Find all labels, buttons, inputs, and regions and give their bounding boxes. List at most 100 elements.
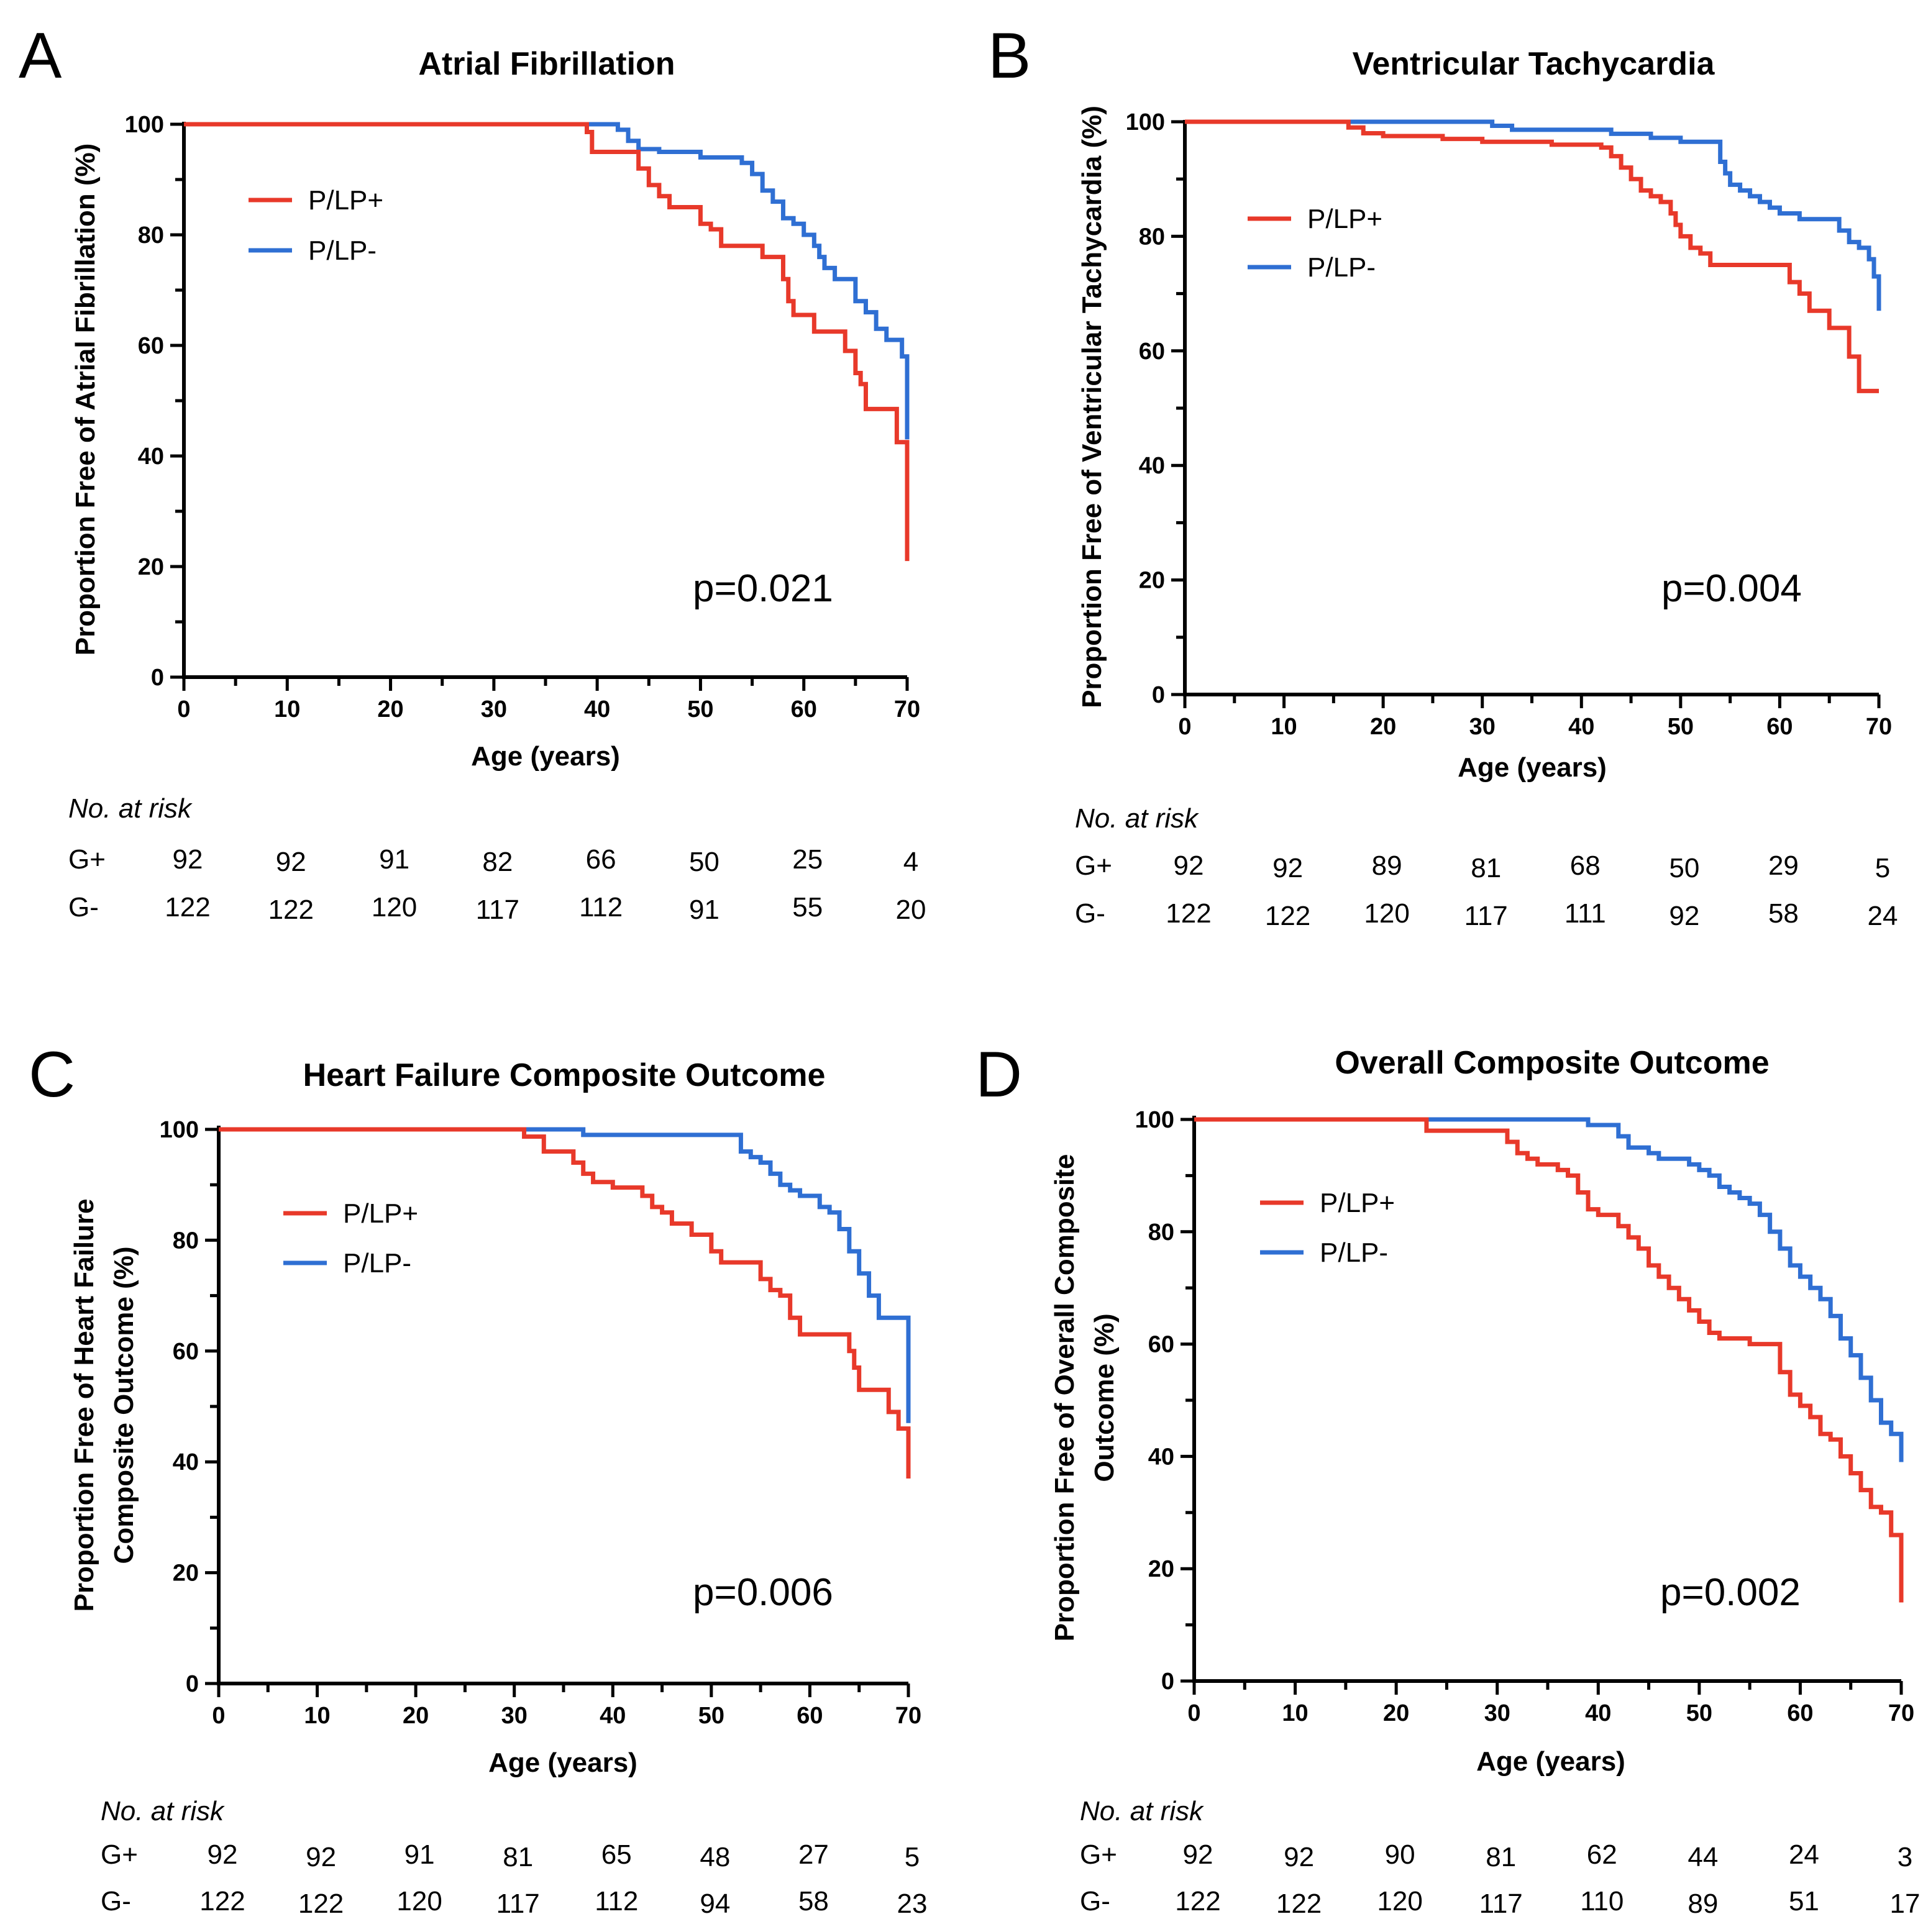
risk-value: 92	[276, 847, 306, 877]
risk-values: 92 92 91 81 65 48 27 5 122 122 120 117 112 94 58 23	[199, 1839, 927, 1919]
legend-label-p-lp-negative: P/LP-	[1307, 252, 1376, 283]
panel-letter: A	[19, 20, 62, 92]
risk-value: 122	[199, 1886, 245, 1916]
risk-value: 81	[1486, 1842, 1516, 1872]
risk-value: 50	[689, 847, 719, 877]
risk-table: No. at risk G+ G- 92 92 89 81 68 50 29 5 122 122 1…	[1075, 803, 1898, 931]
y-axis-label: Proportion Free of Ventricular Tachycard…	[1077, 106, 1107, 708]
risk-value: 92	[306, 1842, 336, 1872]
y-tick-label: 80	[173, 1228, 199, 1254]
panel-letter: C	[29, 1039, 75, 1111]
legend: P/LP+ P/LP-	[1248, 204, 1382, 283]
risk-value: 66	[586, 844, 616, 875]
risk-value: 122	[298, 1889, 344, 1919]
y-tick-label: 20	[1148, 1556, 1174, 1582]
x-ticks: 0 10 20 30 40 50 60 70	[1178, 695, 1892, 740]
x-axis-label: Age (years)	[471, 741, 620, 772]
y-tick-label: 40	[173, 1449, 199, 1475]
risk-value: 112	[595, 1886, 638, 1916]
risk-value: 65	[601, 1839, 632, 1870]
km-curve-p-lp-positive	[1194, 1117, 1904, 1603]
x-ticks: 0 10 20 30 40 50 60 70	[212, 1684, 921, 1729]
risk-value: 25	[792, 844, 823, 875]
p-value: p=0.004	[1661, 567, 1802, 610]
risk-value: 91	[689, 895, 719, 925]
x-tick-label: 50	[1668, 714, 1694, 740]
legend: P/LP+ P/LP-	[249, 185, 383, 266]
km-curve-p-lp-negative	[184, 122, 910, 440]
x-tick-label: 70	[1866, 714, 1892, 740]
risk-value: 62	[1587, 1839, 1617, 1870]
y-tick-label: 80	[1139, 224, 1165, 250]
risk-value: 23	[897, 1889, 928, 1919]
risk-table: No. at risk G+ G- 92 92 91 81 65 48 27 5 122 122 1…	[101, 1796, 927, 1919]
legend: P/LP+ P/LP-	[283, 1198, 418, 1278]
risk-value: 92	[1174, 850, 1204, 881]
x-tick-label: 30	[501, 1703, 528, 1729]
y-ticks: 0 20 40 60 80 100	[160, 1117, 219, 1697]
y-tick-label: 60	[1148, 1332, 1174, 1358]
risk-values: 92 92 91 82 66 50 25 4 122 122 120 117 112 91 55 20	[165, 844, 926, 925]
y-tick-label: 0	[1152, 682, 1165, 708]
risk-row-label-g-minus: G-	[1075, 898, 1105, 929]
y-tick-label: 100	[1126, 109, 1165, 135]
risk-row-label-g-minus: G-	[101, 1886, 131, 1916]
panel-b: B Ventricular Tachycardia 0 10 20 30 40 50 60 7…	[988, 20, 1898, 931]
x-tick-label: 30	[1484, 1700, 1510, 1726]
x-tick-label: 0	[1187, 1700, 1200, 1726]
risk-value: 27	[798, 1839, 829, 1870]
x-tick-label: 60	[1766, 714, 1793, 740]
risk-value: 48	[700, 1842, 730, 1872]
y-ticks: 0 20 40 60 80 100	[1135, 1107, 1194, 1695]
risk-table: No. at risk G+ G- 92 92 91 82 66 50 25 4 122 122 1…	[68, 793, 926, 925]
risk-table-header: No. at risk	[1080, 1796, 1204, 1826]
risk-value: 122	[1276, 1889, 1322, 1919]
km-curve-p-lp-positive	[219, 1127, 911, 1479]
x-tick-label: 40	[600, 1703, 626, 1729]
risk-value: 110	[1580, 1886, 1624, 1916]
risk-row-label-g-plus: G+	[1080, 1839, 1117, 1870]
risk-row-label-g-plus: G+	[68, 844, 106, 875]
risk-value: 89	[1688, 1889, 1718, 1919]
p-value: p=0.021	[693, 567, 833, 610]
x-axis-label: Age (years)	[1476, 1746, 1625, 1777]
x-tick-label: 0	[1178, 714, 1191, 740]
risk-value: 20	[896, 895, 926, 925]
risk-table-header: No. at risk	[101, 1796, 225, 1826]
risk-value: 112	[579, 892, 623, 923]
risk-value: 122	[165, 892, 210, 923]
risk-value: 92	[1669, 901, 1699, 931]
legend-label-p-lp-positive: P/LP+	[1307, 204, 1382, 234]
x-tick-label: 0	[177, 696, 190, 722]
y-tick-label: 80	[138, 222, 164, 248]
panel-d: D Overall Composite Outcome 0 10 20 30 40 50 6…	[975, 1039, 1920, 1919]
risk-value: 92	[1284, 1842, 1314, 1872]
x-tick-label: 60	[797, 1703, 823, 1729]
y-axis-label: Proportion Free of Atrial Fibrillation (…	[70, 144, 101, 656]
risk-value: 120	[372, 892, 417, 923]
x-tick-label: 50	[1686, 1700, 1712, 1726]
risk-value: 122	[268, 895, 314, 925]
risk-value: 44	[1688, 1842, 1718, 1872]
km-curve-p-lp-positive	[184, 122, 910, 562]
x-tick-label: 40	[1585, 1700, 1611, 1726]
risk-value: 5	[1875, 853, 1890, 883]
y-tick-label: 100	[1135, 1107, 1174, 1133]
risk-value: 92	[208, 1839, 238, 1870]
km-curve-p-lp-negative	[1185, 119, 1881, 311]
risk-row-label-g-minus: G-	[68, 892, 99, 923]
y-axis-label: Proportion Free of Overall Composite	[1049, 1154, 1080, 1642]
risk-value: 5	[905, 1842, 920, 1872]
x-axis-label: Age (years)	[1458, 752, 1607, 783]
plot-area: 0 10 20 30 40 50 60 70 0 20 40 60 80 100	[125, 112, 921, 722]
y-tick-label: 0	[151, 665, 164, 691]
legend-label-p-lp-negative: P/LP-	[1320, 1237, 1388, 1268]
risk-table-header: No. at risk	[68, 793, 193, 824]
y-tick-label: 60	[173, 1339, 199, 1365]
p-value: p=0.006	[693, 1571, 833, 1614]
x-tick-label: 50	[687, 696, 713, 722]
y-tick-label: 0	[186, 1671, 199, 1697]
risk-value: 117	[476, 895, 519, 925]
chart-title: Heart Failure Composite Outcome	[303, 1057, 826, 1093]
legend-label-p-lp-positive: P/LP+	[1320, 1188, 1395, 1218]
